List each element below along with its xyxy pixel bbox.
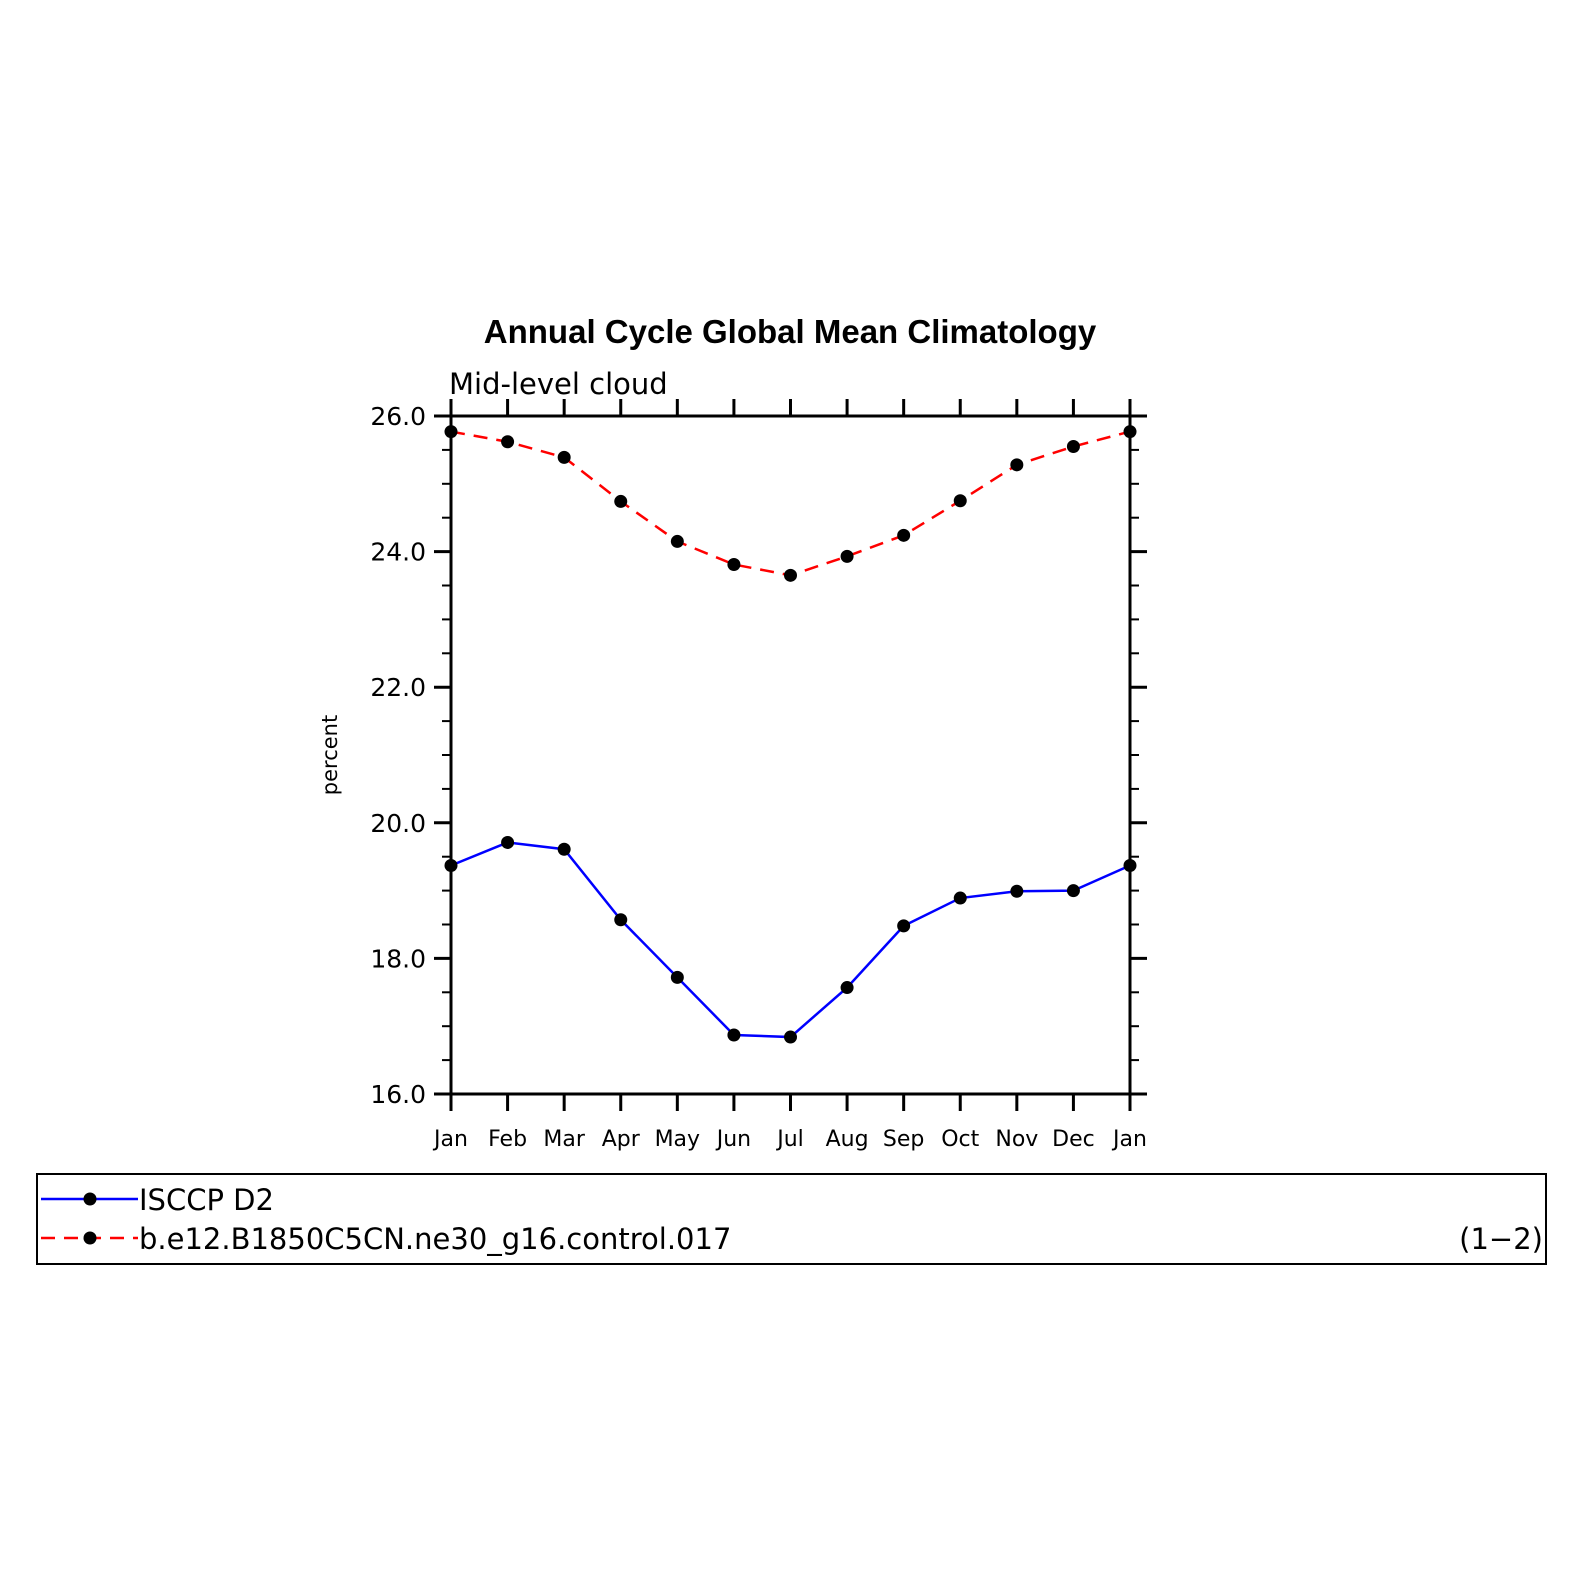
x-tick-label: Mar bbox=[543, 1127, 585, 1152]
series-1-point bbox=[840, 981, 854, 995]
x-tick-label: Apr bbox=[602, 1127, 641, 1152]
series-2-point bbox=[557, 450, 571, 464]
y-tick-label: 26.0 bbox=[370, 402, 426, 431]
x-tick-label: Jan bbox=[432, 1127, 468, 1152]
series-1-point bbox=[1123, 859, 1137, 873]
plot-frame bbox=[449, 414, 1132, 1096]
x-tick-label: Jan bbox=[1111, 1127, 1147, 1152]
series-1-point bbox=[614, 913, 628, 927]
series-1-point bbox=[501, 835, 515, 849]
axis-ticks: Jan Feb Mar Apr May Jun Jul Aug Sep Oct Nov Dec Jan1… bbox=[370, 399, 1147, 1152]
y-tick-label: 22.0 bbox=[370, 673, 426, 702]
series-2-point bbox=[784, 568, 797, 582]
y-tick-label: 20.0 bbox=[370, 809, 426, 838]
series-2-point bbox=[444, 425, 458, 439]
y-tick-label: 18.0 bbox=[370, 944, 426, 973]
series-2-point bbox=[614, 494, 628, 508]
y-tick-label: 16.0 bbox=[370, 1080, 426, 1109]
legend-label-2: b.e12.B1850C5CN.ne30_g16.control.017 bbox=[139, 1222, 731, 1256]
legend-label-1: ISCCP D2 bbox=[139, 1183, 274, 1217]
series-2-point bbox=[897, 528, 911, 542]
series-2-point bbox=[501, 435, 515, 449]
series-1-point bbox=[784, 1030, 797, 1044]
legend-marker-1 bbox=[83, 1192, 97, 1206]
series-2-point bbox=[840, 549, 854, 563]
x-tick-label: Jun bbox=[715, 1127, 751, 1152]
legend-panel-tag: (1−2) bbox=[1459, 1222, 1543, 1256]
x-tick-label: Feb bbox=[488, 1127, 527, 1152]
series-1-point bbox=[557, 842, 571, 856]
x-tick-label: Nov bbox=[995, 1127, 1038, 1152]
legend-marker-2 bbox=[83, 1231, 97, 1245]
series-layer bbox=[444, 425, 1137, 1044]
x-tick-label: Oct bbox=[941, 1127, 979, 1152]
series-1-point bbox=[1010, 884, 1024, 898]
series-2-point bbox=[1010, 458, 1024, 472]
x-tick-label: Sep bbox=[883, 1127, 924, 1152]
chart-subtitle: Mid-level cloud bbox=[449, 367, 668, 401]
series-1-point bbox=[897, 919, 911, 933]
y-tick-label: 24.0 bbox=[370, 538, 426, 567]
y-axis-label: percent bbox=[318, 715, 342, 795]
series-1-point bbox=[953, 891, 967, 905]
series-1-point bbox=[670, 970, 684, 984]
chart-title: Annual Cycle Global Mean Climatology bbox=[484, 313, 1097, 350]
series-line-2 bbox=[450, 430, 1131, 577]
series-2-point bbox=[953, 494, 967, 508]
series-line-1 bbox=[450, 841, 1131, 1039]
series-1-point bbox=[1066, 884, 1080, 898]
x-tick-label: Jul bbox=[775, 1127, 804, 1152]
series-2-point bbox=[1066, 440, 1080, 454]
x-tick-label: Aug bbox=[826, 1127, 869, 1152]
series-1-point bbox=[444, 859, 458, 873]
series-1-point bbox=[727, 1028, 741, 1042]
legend: ISCCP D2 b.e12.B1850C5CN.ne30_g16.control… bbox=[41, 1183, 731, 1256]
series-2-point bbox=[727, 557, 741, 571]
x-tick-label: Dec bbox=[1052, 1127, 1095, 1152]
series-2-point bbox=[670, 534, 684, 548]
series-2-point bbox=[1123, 425, 1137, 439]
x-tick-label: May bbox=[655, 1127, 700, 1152]
legend-box bbox=[36, 1173, 1547, 1265]
